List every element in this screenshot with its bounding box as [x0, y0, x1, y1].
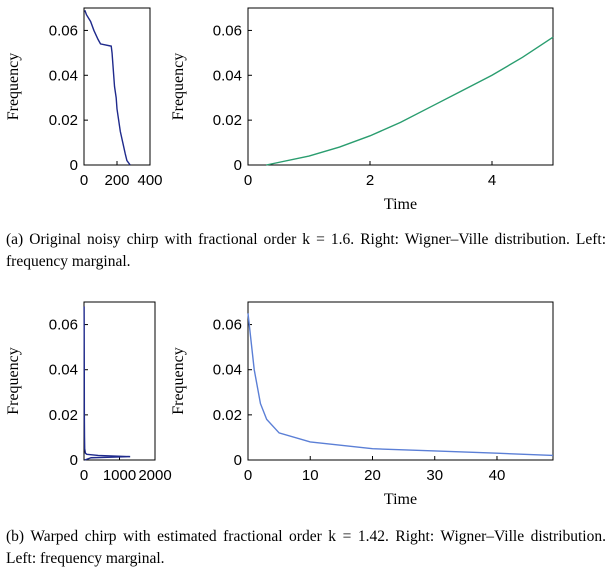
x-tick-label: 1000 — [103, 467, 136, 484]
y-tick-label: 0.04 — [49, 362, 78, 379]
x-tick-label: 0 — [244, 172, 252, 189]
y-tick-label: 0.06 — [49, 317, 78, 334]
y-axis-label: Frequency — [5, 53, 22, 121]
x-tick-label: 0 — [80, 172, 88, 189]
x-tick-label: 200 — [104, 172, 129, 189]
x-tick-label: 20 — [364, 467, 381, 484]
x-tick-label: 2 — [366, 172, 374, 189]
plot-frame — [247, 7, 554, 166]
y-tick-label: 0.02 — [49, 407, 78, 424]
data-line — [83, 306, 131, 461]
y-tick-label: 0.02 — [213, 112, 242, 129]
data-line — [84, 10, 131, 166]
y-tick-label: 0.04 — [213, 67, 242, 84]
caption: (b) Warped chirp with estimated fraction… — [6, 528, 606, 567]
y-tick-label: 0 — [70, 452, 78, 469]
data-line — [247, 313, 554, 457]
x-tick-label: 10 — [302, 467, 319, 484]
x-tick-label: 0 — [80, 467, 88, 484]
y-tick-label: 0.04 — [213, 362, 242, 379]
x-tick-label: 4 — [488, 172, 496, 189]
plot-frame — [83, 301, 156, 461]
data-line — [266, 36, 554, 166]
y-tick-label: 0 — [234, 452, 242, 469]
x-tick-label: 40 — [489, 467, 506, 484]
caption: (a) Original noisy chirp with fractional… — [6, 231, 606, 270]
y-axis-label: Frequency — [170, 53, 187, 121]
y-tick-label: 0.02 — [49, 112, 78, 129]
y-tick-label: 0.06 — [49, 22, 78, 39]
y-tick-label: 0.04 — [49, 67, 78, 84]
y-axis-label: Frequency — [170, 347, 187, 415]
y-tick-label: 0.02 — [213, 407, 242, 424]
y-tick-label: 0 — [234, 157, 242, 174]
y-axis-label: Frequency — [5, 347, 22, 415]
x-tick-label: 2000 — [138, 467, 171, 484]
y-tick-label: 0.06 — [213, 317, 242, 334]
x-axis-label: Time — [384, 491, 417, 508]
plot-frame — [247, 301, 554, 461]
x-tick-label: 30 — [426, 467, 443, 484]
x-axis-label: Time — [384, 196, 417, 213]
x-tick-label: 0 — [244, 467, 252, 484]
y-tick-label: 0 — [70, 157, 78, 174]
x-tick-label: 400 — [137, 172, 162, 189]
y-tick-label: 0.06 — [213, 22, 242, 39]
